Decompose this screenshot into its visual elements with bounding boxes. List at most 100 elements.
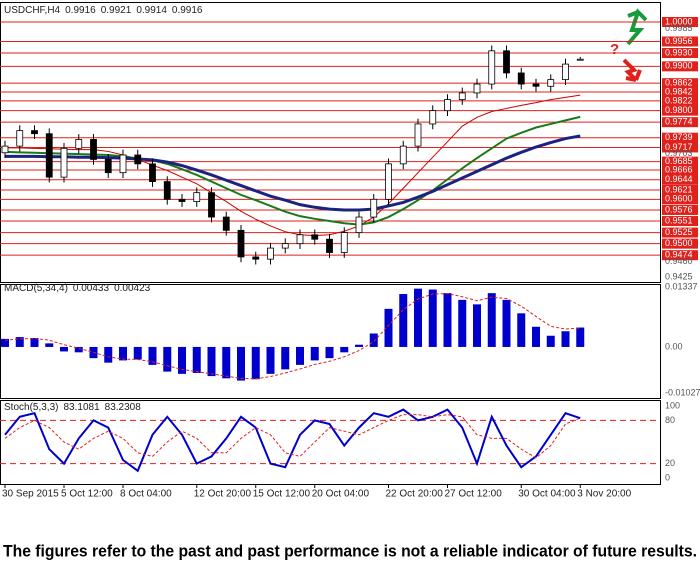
y-tick-label: 0.9460	[665, 256, 693, 266]
x-tick-label: 20 Oct 04:00	[312, 489, 370, 500]
level-label-box	[662, 227, 698, 238]
x-tick-label: 22 Oct 20:00	[386, 489, 444, 500]
level-label: 0.9474	[665, 250, 693, 260]
macd-bar	[325, 346, 334, 359]
candle-body	[149, 163, 156, 182]
level-label: 0.9685	[665, 156, 693, 166]
title-value: 83.1081	[63, 402, 100, 413]
macd-bar	[133, 346, 142, 360]
level-label: 0.9621	[665, 184, 693, 194]
level-label-box	[662, 48, 698, 59]
macd-bar	[30, 337, 39, 347]
macd-bar	[74, 346, 83, 353]
candle-body	[326, 238, 333, 253]
candle-body	[208, 192, 215, 218]
y-tick-label: 0.00	[665, 341, 683, 351]
y-tick-label: 0.9703	[665, 148, 693, 158]
macd-bar	[207, 346, 216, 377]
macd-bar	[473, 304, 481, 347]
macd-bar	[399, 294, 408, 347]
moving-average	[5, 94, 581, 237]
level-label: 0.9644	[665, 174, 693, 184]
candle-body	[60, 147, 68, 178]
level-label: 0.9842	[665, 86, 693, 96]
level-label-box	[662, 238, 698, 249]
candle-body	[399, 145, 407, 165]
macd-bar	[340, 346, 349, 353]
level-label: 0.9576	[665, 204, 693, 214]
title-value: 0.9916	[65, 5, 96, 16]
title-value: 83.2308	[105, 402, 142, 413]
x-tick-label: 15 Oct 12:00	[253, 489, 311, 500]
macd-bar	[532, 326, 540, 347]
level-label: 0.9551	[665, 215, 693, 225]
level-label: 0.9900	[665, 61, 693, 71]
macd-bar	[45, 343, 54, 347]
candle-body	[31, 130, 38, 135]
moving-average	[4, 115, 581, 226]
level-label: 0.9717	[665, 142, 693, 152]
macd-bar	[355, 344, 363, 347]
level-label-box	[662, 174, 698, 185]
macd-bar	[192, 346, 201, 373]
level-label-box	[662, 204, 698, 215]
level-label: 0.9600	[665, 194, 693, 204]
candle-body	[75, 139, 83, 149]
macd-bar	[546, 335, 555, 347]
level-label-box	[662, 105, 698, 116]
signal-line	[4, 293, 581, 380]
candle-body	[163, 181, 171, 200]
level-label-box	[662, 250, 698, 261]
title-value: 0.9914	[136, 5, 167, 16]
level-label-box	[662, 16, 698, 27]
candle-body	[576, 58, 584, 61]
macd-bar	[369, 333, 378, 347]
title-value: 0.9916	[172, 5, 203, 16]
macd-bar	[428, 289, 437, 347]
level-label-box	[662, 165, 698, 176]
candle-body	[547, 79, 555, 87]
macd-bar	[487, 293, 496, 347]
x-tick-label: 30 Oct 04:00	[518, 489, 576, 500]
title-value: 0.9921	[101, 5, 132, 16]
candle-body	[267, 247, 274, 260]
x-tick-label: 3 Nov 20:00	[577, 489, 631, 500]
macd-bar	[266, 346, 275, 374]
level-label: 0.9666	[665, 164, 693, 174]
level-label: 0.9930	[665, 47, 693, 57]
y-tick-label: 20	[665, 458, 675, 468]
level-label: 0.9862	[665, 78, 693, 88]
level-label-box	[662, 95, 698, 106]
level-label: 0.9800	[665, 105, 693, 115]
level-label: 0.9956	[665, 36, 693, 46]
title-name: Stoch(5,3,3)	[4, 402, 58, 413]
level-label: 0.9822	[665, 95, 693, 105]
title-name: USDCHF,H4	[4, 5, 61, 16]
macd-bar	[119, 346, 127, 361]
title-value: 0.00433	[73, 283, 110, 294]
macd-bar	[296, 346, 304, 365]
annotation: ?	[610, 41, 619, 58]
level-label-box	[662, 78, 698, 89]
candle-body	[296, 234, 304, 245]
title-name: MACD(5,34,4)	[4, 283, 68, 294]
y-tick-label: 0.9985	[665, 23, 693, 33]
candle-body	[429, 110, 437, 125]
candle-body	[370, 198, 378, 218]
panel-title: USDCHF,H4 0.9916 0.9921 0.9914 0.9916	[4, 5, 203, 16]
macd-bar	[15, 337, 24, 347]
candle-body	[473, 83, 481, 94]
level-label: 0.9774	[665, 117, 693, 127]
y-tick-label: 80	[665, 415, 675, 425]
y-tick-label: -0.01027	[665, 387, 700, 397]
candle-body	[532, 83, 540, 87]
candle-body	[119, 154, 127, 174]
macd-bar	[163, 346, 172, 372]
level-label-box	[662, 61, 698, 72]
candle-body	[385, 163, 392, 200]
level-label: 1.0000	[665, 16, 693, 26]
candle-body	[488, 50, 496, 85]
level-label-box	[662, 132, 698, 143]
